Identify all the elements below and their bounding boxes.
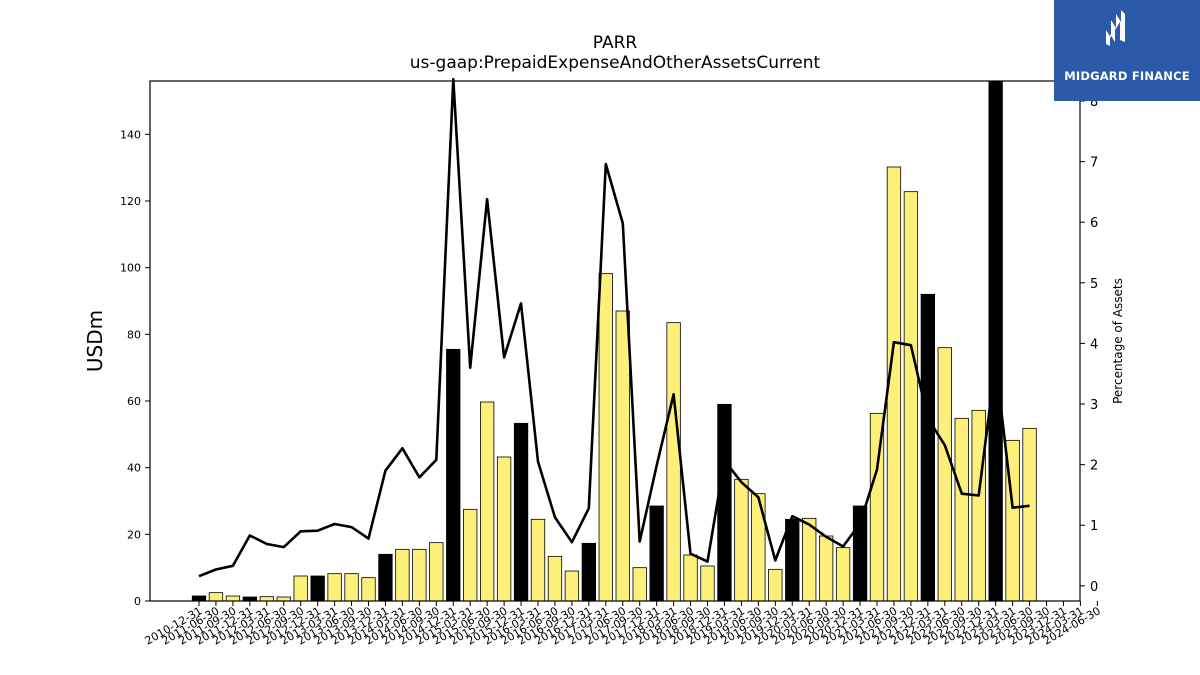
percentage-of-assets-line [198, 77, 1030, 578]
bar-2015-03-31 [463, 508, 478, 602]
y2-tick-label: 7 [1090, 156, 1098, 171]
bar-2019-06-30 [751, 493, 766, 602]
bar-2014-03-31 [395, 548, 410, 602]
bar-2011-06-30 [208, 592, 224, 602]
y2-tick-label: 2 [1090, 459, 1098, 474]
bar-2013-12-31 [378, 553, 393, 602]
chart-subtitle: us-gaap:PrepaidExpenseAndOtherAssetsCurr… [409, 53, 821, 73]
y-axis-label: USDm [83, 310, 107, 372]
bar-2012-03-31 [259, 596, 274, 602]
y-tick-label: 120 [120, 195, 141, 208]
bar-2018-12-31 [717, 403, 732, 602]
bar-2021-09-30 [903, 191, 919, 602]
bar-2012-12-31 [310, 575, 325, 602]
bar-2013-06-30 [344, 573, 359, 602]
logo-text: MIDGARD FINANCE [1064, 69, 1190, 83]
bar-2022-06-30 [954, 417, 969, 602]
y2-tick-label: 4 [1090, 337, 1098, 352]
bar-2014-06-30 [412, 548, 427, 602]
bar-2011-09-30 [225, 595, 241, 602]
bar-2017-03-31 [598, 273, 613, 602]
y2-tick-label: 6 [1090, 216, 1098, 231]
bar-2023-06-30 [1022, 427, 1037, 602]
bar-group [191, 80, 1037, 602]
bar-2015-12-31 [513, 422, 529, 602]
bar-2022-03-31 [937, 347, 952, 602]
plot-frame [149, 80, 1081, 602]
bar-2020-03-31 [802, 517, 817, 602]
y-axis-right: 0 1 2 3 4 5 6 7 8 [1080, 95, 1098, 595]
y-axis-left: 0 20 40 60 80 100 120 140 [120, 128, 150, 608]
midgard-finance-logo: MIDGARD FINANCE [1054, 0, 1200, 101]
chart-title: PARR [592, 33, 638, 53]
bar-2022-12-31 [988, 80, 1003, 602]
x-axis: 2010-12-312011-06-302011-09-302011-12-31… [143, 601, 1103, 648]
y2-tick-label: 5 [1090, 277, 1098, 292]
bar-2013-03-31 [327, 573, 342, 602]
bar-2010-12-31 [191, 595, 207, 602]
bar-2019-09-30 [768, 568, 783, 602]
logo-mark-icon [1106, 10, 1125, 46]
bar-2016-09-30 [564, 570, 580, 602]
bar-2014-12-31 [446, 348, 461, 602]
bar-2022-09-30 [971, 409, 986, 602]
bar-2021-12-31 [920, 293, 935, 602]
percentage-line-group [198, 77, 1030, 578]
y2-tick-label: 0 [1090, 580, 1098, 595]
y-tick-label: 80 [127, 328, 141, 341]
y-tick-label: 60 [127, 395, 141, 408]
y-tick-label: 100 [120, 262, 141, 275]
bar-2018-09-30 [700, 565, 715, 602]
y-tick-label: 20 [127, 528, 141, 541]
bar-2014-09-30 [429, 542, 444, 602]
bar-2017-09-30 [632, 567, 647, 602]
bar-2017-06-30 [615, 310, 630, 602]
bar-2017-12-31 [649, 505, 664, 602]
y-tick-label: 0 [134, 595, 141, 608]
y2-tick-label: 8 [1090, 95, 1098, 110]
bar-2018-03-31 [666, 322, 681, 602]
y-tick-label: 40 [127, 462, 141, 475]
y-tick-label: 140 [120, 128, 141, 141]
bar-2020-09-30 [835, 547, 851, 602]
bar-2018-06-30 [683, 554, 698, 602]
bar-2016-06-30 [547, 555, 563, 602]
bar-2019-03-31 [734, 478, 749, 602]
y2-axis-label: Percentage of Assets [1111, 278, 1125, 404]
y2-tick-label: 1 [1090, 519, 1098, 534]
bar-2013-09-30 [361, 577, 376, 602]
bar-2012-09-30 [293, 575, 308, 602]
bar-2016-03-31 [530, 518, 546, 602]
bar-2015-06-30 [479, 401, 495, 602]
y2-tick-label: 3 [1090, 398, 1098, 413]
bar-2015-09-30 [496, 456, 512, 602]
bar-2020-06-30 [819, 535, 834, 602]
bar-2016-12-31 [581, 542, 596, 602]
